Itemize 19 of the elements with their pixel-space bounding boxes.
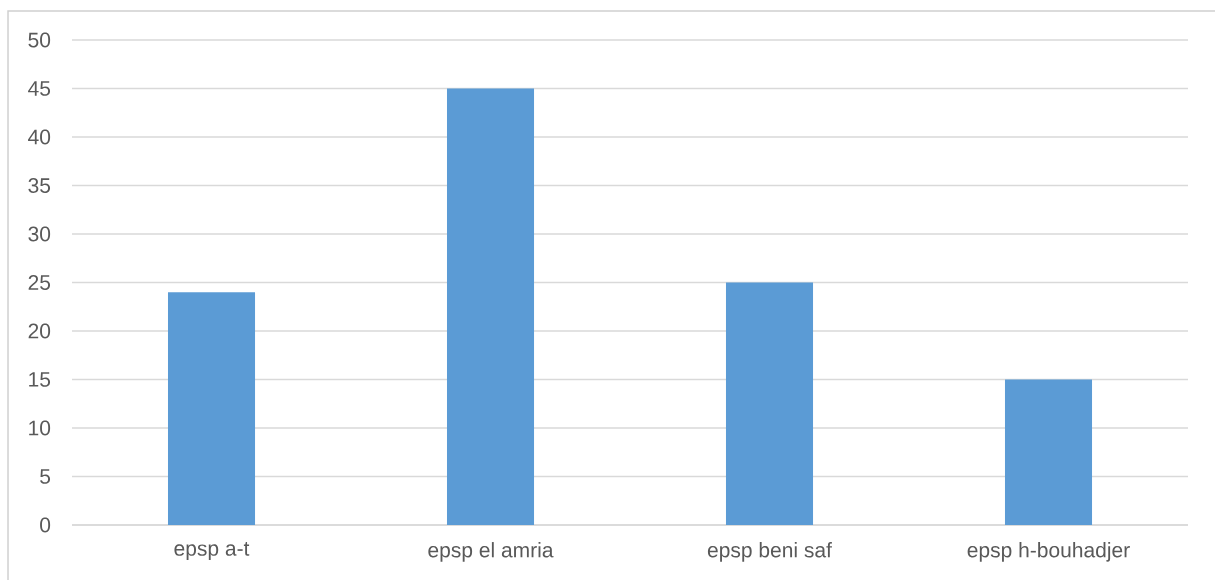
bar	[725, 282, 814, 525]
y-tick-label: 10	[29, 420, 51, 436]
y-tick-label: 0	[40, 517, 51, 533]
bar	[446, 88, 535, 525]
y-tick-label: 25	[28, 275, 51, 290]
x-tick-label: epsp el amria	[428, 542, 554, 562]
y-tick-label: 30	[28, 226, 51, 242]
bar	[167, 292, 256, 525]
y-tick-label: 15	[29, 372, 51, 387]
y-tick-label: 40	[28, 129, 51, 145]
y-tick-label: 20	[28, 323, 51, 339]
x-tick-label: epsp a-t	[174, 542, 250, 560]
bar	[1004, 379, 1093, 525]
x-tick-label: epsp h-bouhadjer	[967, 542, 1130, 562]
y-tick-label: 45	[28, 81, 51, 96]
x-tick-label: epsp beni saf	[707, 542, 832, 562]
y-tick-label: 5	[40, 469, 51, 484]
y-tick-label: 35	[28, 178, 51, 193]
y-tick-label: 50	[28, 32, 51, 48]
